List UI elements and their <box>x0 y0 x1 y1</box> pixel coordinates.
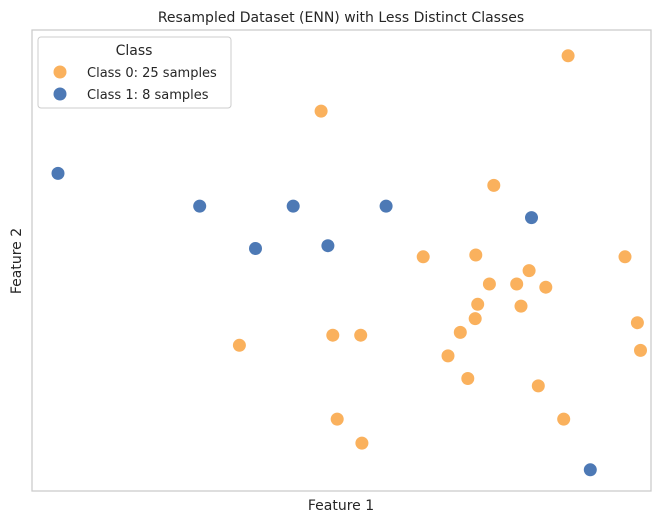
point-class-0-9 <box>618 250 632 264</box>
point-class-0-1 <box>314 104 328 118</box>
legend-label-class-1: Class 1: 8 samples <box>87 88 209 103</box>
point-class-0-3 <box>416 250 430 264</box>
point-class-0-14 <box>630 316 644 330</box>
point-class-0-18 <box>441 349 455 363</box>
point-class-0-13 <box>453 325 467 339</box>
point-class-0-6 <box>482 277 496 291</box>
point-class-0-8 <box>539 280 553 294</box>
point-class-0-11 <box>514 299 528 313</box>
legend-marker-class-1 <box>53 87 67 101</box>
point-class-1-1 <box>193 199 207 213</box>
point-class-0-20 <box>461 372 475 385</box>
point-class-0-15 <box>232 338 246 352</box>
point-class-0-23 <box>557 412 571 426</box>
point-class-1-4 <box>525 211 538 225</box>
point-class-0-16 <box>326 328 340 342</box>
data-points <box>51 49 647 477</box>
point-class-0-22 <box>330 412 344 426</box>
point-class-0-4 <box>469 248 483 262</box>
legend-label-class-0: Class 0: 25 samples <box>87 66 217 81</box>
point-class-0-7 <box>522 264 536 278</box>
x-axis-label: Feature 1 <box>308 498 374 514</box>
point-class-1-2 <box>286 199 300 213</box>
legend-title: Class <box>116 43 153 59</box>
y-axis-label: Feature 2 <box>9 228 25 294</box>
point-class-1-0 <box>51 166 65 180</box>
point-class-0-12 <box>468 312 482 326</box>
point-class-0-24 <box>355 436 369 450</box>
point-class-1-5 <box>249 242 262 255</box>
point-class-0-2 <box>487 178 501 192</box>
point-class-0-19 <box>634 343 647 357</box>
point-class-0-21 <box>531 379 545 393</box>
point-class-0-5 <box>510 277 524 291</box>
point-class-1-3 <box>379 199 393 213</box>
point-class-1-7 <box>583 463 597 477</box>
legend-marker-class-0 <box>53 65 67 79</box>
legend-box <box>37 36 232 109</box>
point-class-0-10 <box>471 297 485 311</box>
chart-title: Resampled Dataset (ENN) with Less Distin… <box>158 10 524 26</box>
point-class-0-17 <box>354 328 368 342</box>
point-class-1-6 <box>321 239 335 253</box>
legend: Class Class 0: 25 samples Class 1: 8 sam… <box>37 36 232 109</box>
point-class-0-0 <box>561 49 575 63</box>
